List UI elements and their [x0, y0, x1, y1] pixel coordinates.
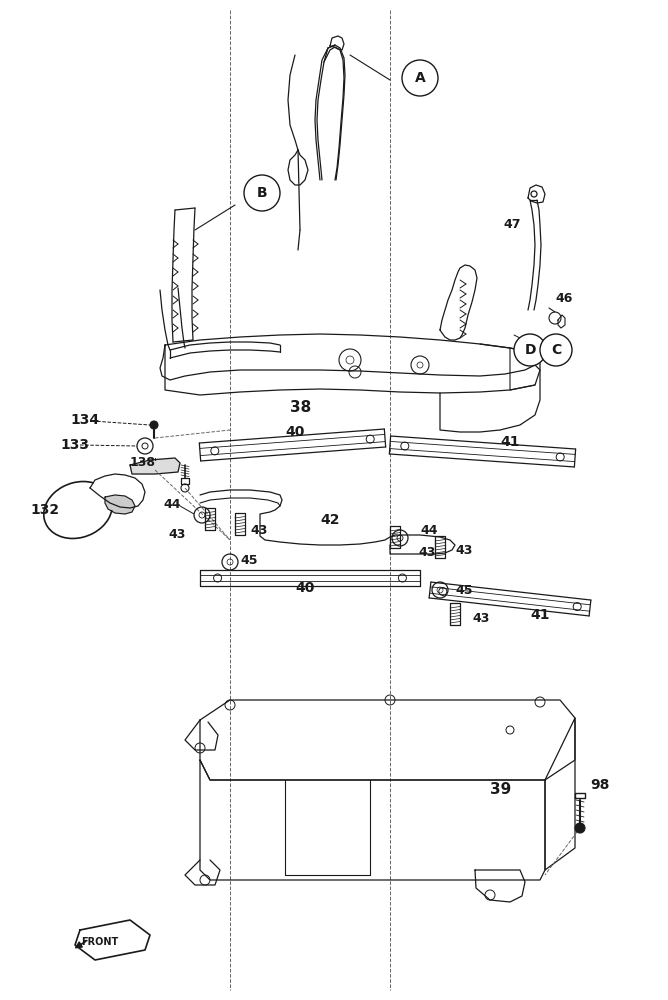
- Text: 45: 45: [240, 554, 257, 566]
- Text: 132: 132: [30, 503, 59, 517]
- Text: 39: 39: [490, 782, 511, 798]
- Text: 46: 46: [555, 292, 572, 304]
- Text: 43: 43: [168, 528, 186, 542]
- Circle shape: [514, 334, 546, 366]
- Text: 41: 41: [500, 435, 520, 449]
- Polygon shape: [130, 458, 180, 474]
- Text: FRONT: FRONT: [81, 937, 119, 947]
- Polygon shape: [105, 495, 135, 514]
- Text: 41: 41: [530, 608, 550, 622]
- Text: 133: 133: [60, 438, 89, 452]
- Circle shape: [244, 175, 280, 211]
- Text: 40: 40: [285, 425, 305, 439]
- Text: A: A: [415, 71, 426, 85]
- Circle shape: [540, 334, 572, 366]
- Text: D: D: [524, 343, 536, 357]
- Text: 138: 138: [130, 456, 156, 468]
- Polygon shape: [75, 920, 150, 960]
- Text: 45: 45: [455, 584, 472, 596]
- Text: 43: 43: [250, 524, 267, 536]
- Circle shape: [402, 60, 438, 96]
- Text: 98: 98: [590, 778, 609, 792]
- Text: 42: 42: [320, 513, 339, 527]
- Circle shape: [150, 421, 158, 429]
- Text: 43: 43: [455, 544, 472, 556]
- Text: B: B: [257, 186, 267, 200]
- Text: 47: 47: [504, 219, 521, 232]
- Text: 43: 43: [472, 611, 490, 624]
- Text: 38: 38: [290, 400, 311, 416]
- Text: 43: 43: [418, 546, 436, 560]
- Text: 44: 44: [163, 498, 180, 512]
- Circle shape: [575, 823, 585, 833]
- Text: 40: 40: [295, 581, 315, 595]
- Text: 134: 134: [70, 413, 99, 427]
- Text: 44: 44: [420, 524, 438, 536]
- Text: C: C: [551, 343, 561, 357]
